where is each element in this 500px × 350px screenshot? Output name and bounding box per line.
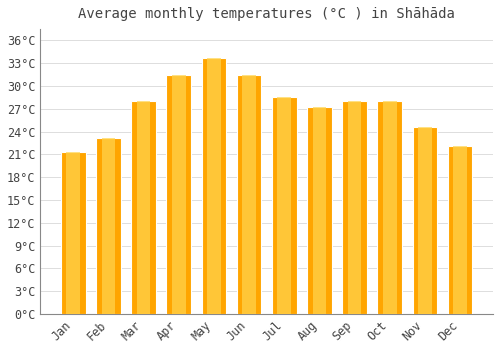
- Bar: [202, 58, 226, 314]
- Bar: [412, 127, 438, 314]
- Bar: [96, 138, 120, 314]
- Bar: [342, 101, 367, 314]
- Bar: [307, 107, 332, 314]
- Bar: [378, 101, 402, 314]
- Bar: [131, 101, 156, 314]
- Bar: [242, 75, 256, 314]
- Bar: [137, 101, 150, 314]
- Bar: [383, 101, 396, 314]
- Title: Average monthly temperatures (°C ) in Shāhāda: Average monthly temperatures (°C ) in Sh…: [78, 7, 455, 21]
- Bar: [418, 127, 432, 314]
- Bar: [166, 75, 191, 314]
- Bar: [448, 146, 472, 314]
- Bar: [237, 75, 262, 314]
- Bar: [278, 97, 291, 314]
- Bar: [66, 152, 80, 314]
- Bar: [348, 101, 362, 314]
- Bar: [312, 107, 326, 314]
- Bar: [207, 58, 220, 314]
- Bar: [454, 146, 467, 314]
- Bar: [102, 138, 115, 314]
- Bar: [61, 152, 86, 314]
- Bar: [172, 75, 186, 314]
- Bar: [272, 97, 296, 314]
